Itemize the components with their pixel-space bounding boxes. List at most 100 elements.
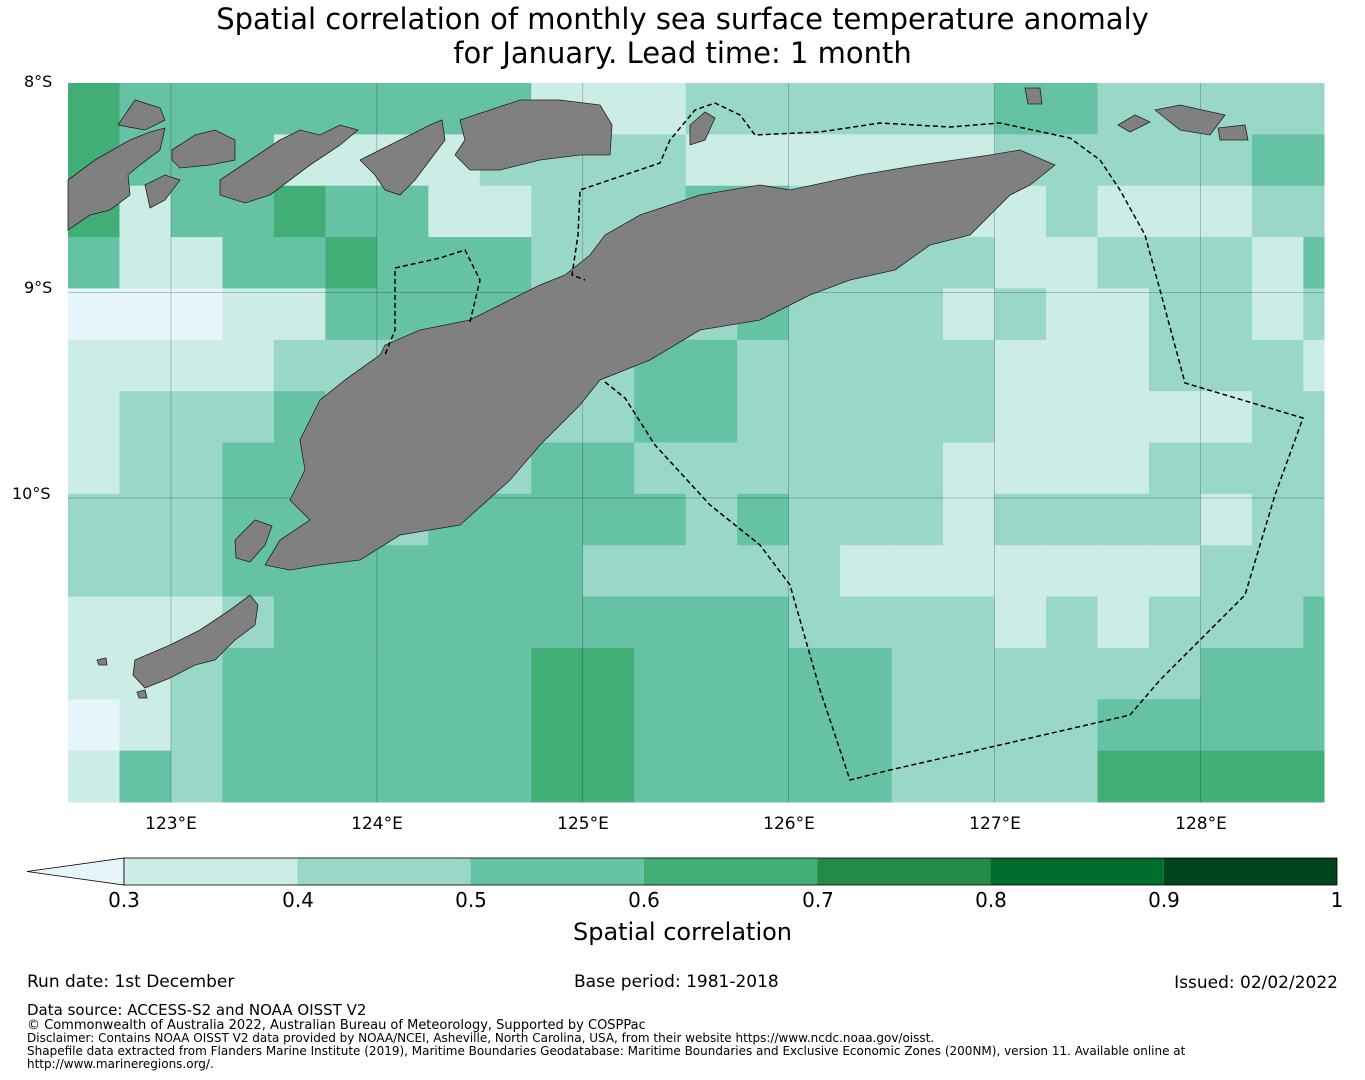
correlation-cell xyxy=(1097,442,1150,495)
colorbar-tick-0.3: 0.3 xyxy=(108,888,140,912)
correlation-cell xyxy=(788,493,841,546)
correlation-cell xyxy=(170,83,223,135)
correlation-cell xyxy=(170,699,223,752)
correlation-cell xyxy=(788,391,841,443)
correlation-cell xyxy=(222,750,275,803)
correlation-cell xyxy=(170,545,223,598)
correlation-cell xyxy=(1200,288,1253,341)
correlation-cell xyxy=(1303,237,1325,289)
colorbar-segment xyxy=(1163,858,1337,885)
correlation-cell xyxy=(994,391,1047,443)
lat-label-10s: 10°S xyxy=(12,484,51,503)
correlation-cell xyxy=(685,493,738,546)
correlation-cell xyxy=(273,647,326,700)
correlation-cell xyxy=(840,596,893,649)
correlation-cell xyxy=(325,185,378,238)
correlation-cell xyxy=(1200,493,1253,546)
correlation-cell xyxy=(1148,699,1201,752)
correlation-cell xyxy=(994,750,1047,803)
correlation-cell xyxy=(479,237,532,289)
correlation-cell xyxy=(840,391,893,443)
correlation-cell xyxy=(1251,288,1304,341)
correlation-cell xyxy=(119,545,172,598)
colorbar-segment xyxy=(124,858,298,885)
correlation-cell xyxy=(170,288,223,341)
correlation-cell xyxy=(170,493,223,546)
correlation-cell xyxy=(68,596,120,649)
correlation-cell xyxy=(994,699,1047,752)
correlation-cell xyxy=(1046,237,1099,289)
correlation-cell xyxy=(1200,339,1253,392)
correlation-cell xyxy=(943,699,996,752)
correlation-cell xyxy=(1303,339,1325,392)
colorbar-tick-0.9: 0.9 xyxy=(1148,888,1180,912)
title-line-1: Spatial correlation of monthly sea surfa… xyxy=(216,2,1149,36)
correlation-cell xyxy=(222,442,275,495)
correlation-cell xyxy=(479,596,532,649)
correlation-cell xyxy=(531,493,584,546)
correlation-cell xyxy=(1251,237,1304,289)
colorbar-tick-0.4: 0.4 xyxy=(282,888,314,912)
correlation-cell xyxy=(170,391,223,443)
issued-date: Issued: 02/02/2022 xyxy=(1174,973,1338,993)
correlation-cell xyxy=(1046,493,1099,546)
correlation-grid xyxy=(68,83,1325,803)
correlation-cell xyxy=(119,391,172,443)
correlation-cell xyxy=(943,339,996,392)
correlation-cell xyxy=(1251,699,1304,752)
correlation-cell xyxy=(1303,288,1325,341)
correlation-cell xyxy=(737,442,790,495)
correlation-cell xyxy=(1200,647,1253,700)
correlation-cell xyxy=(788,83,841,135)
correlation-cell xyxy=(1046,442,1099,495)
correlation-cell xyxy=(1046,545,1099,598)
colorbar-tick-0.7: 0.7 xyxy=(802,888,834,912)
correlation-cell xyxy=(943,493,996,546)
correlation-cell xyxy=(1200,545,1253,598)
correlation-cell xyxy=(1097,750,1150,803)
correlation-cell xyxy=(943,647,996,700)
correlation-cell xyxy=(582,493,635,546)
chart-title: Spatial correlation of monthly sea surfa… xyxy=(0,2,1365,70)
correlation-cell xyxy=(68,699,120,752)
correlation-cell xyxy=(582,545,635,598)
correlation-cell xyxy=(634,391,687,443)
correlation-cell xyxy=(1097,339,1150,392)
correlation-cell xyxy=(994,442,1047,495)
correlation-cell xyxy=(840,83,893,135)
correlation-cell xyxy=(840,545,893,598)
correlation-cell xyxy=(170,442,223,495)
correlation-cell xyxy=(170,185,223,238)
correlation-cell xyxy=(376,750,429,803)
correlation-cell xyxy=(891,83,944,135)
correlation-cell xyxy=(840,288,893,341)
colorbar-segment xyxy=(990,858,1164,885)
correlation-cell xyxy=(737,134,790,187)
eez-boundary-timor-leste xyxy=(384,102,1304,781)
correlation-cell xyxy=(1303,493,1325,546)
correlation-cell xyxy=(685,545,738,598)
timor-island xyxy=(264,149,1056,571)
correlation-cell xyxy=(582,699,635,752)
correlation-cell xyxy=(1148,750,1201,803)
correlation-cell xyxy=(376,699,429,752)
correlation-cell xyxy=(1148,185,1201,238)
correlation-cell xyxy=(943,442,996,495)
correlation-cell xyxy=(273,83,326,135)
correlation-cell xyxy=(376,185,429,238)
correlation-cell xyxy=(479,647,532,700)
correlation-cell xyxy=(222,699,275,752)
land-masses xyxy=(67,87,1249,699)
colorbar xyxy=(26,857,1338,886)
colorbar-tick-0.5: 0.5 xyxy=(455,888,487,912)
correlation-cell xyxy=(1046,596,1099,649)
correlation-cell xyxy=(1148,545,1201,598)
correlation-cell xyxy=(788,442,841,495)
correlation-cell xyxy=(891,699,944,752)
small-island-4 xyxy=(96,657,108,666)
correlation-cell xyxy=(1148,442,1201,495)
colorbar-segments xyxy=(26,857,1338,886)
correlation-cell xyxy=(325,750,378,803)
correlation-cell xyxy=(222,391,275,443)
correlation-cell xyxy=(325,647,378,700)
